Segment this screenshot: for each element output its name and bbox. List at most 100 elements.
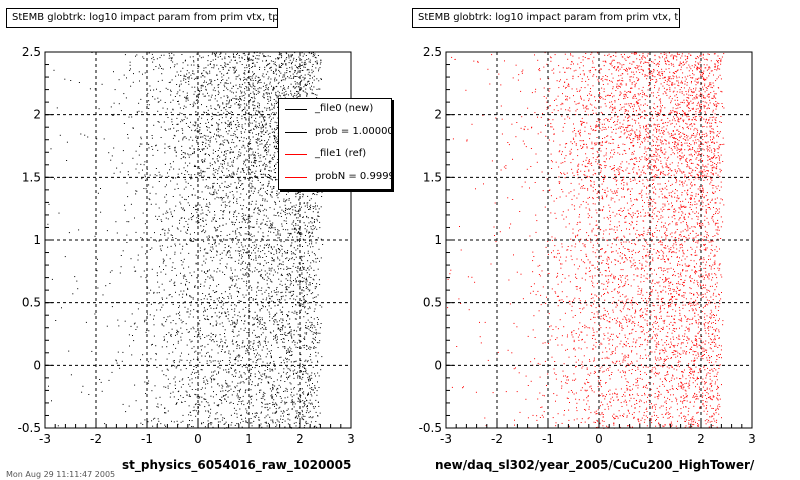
scatter-point xyxy=(241,320,242,322)
scatter-point xyxy=(287,250,289,252)
scatter-point xyxy=(217,405,219,407)
scatter-point xyxy=(283,220,285,222)
scatter-point xyxy=(258,133,260,134)
scatter-point xyxy=(205,295,206,297)
scatter-point xyxy=(250,418,252,419)
scatter-point xyxy=(274,138,276,140)
scatter-point xyxy=(280,54,282,56)
scatter-point xyxy=(307,267,309,269)
scatter-point xyxy=(100,188,101,189)
scatter-point xyxy=(263,328,265,330)
scatter-point xyxy=(199,126,201,128)
scatter-point xyxy=(247,350,249,351)
scatter-point xyxy=(300,89,302,90)
scatter-point xyxy=(94,88,96,90)
scatter-point xyxy=(246,272,248,274)
scatter-point xyxy=(263,56,265,58)
scatter-point xyxy=(157,121,159,122)
scatter-point xyxy=(283,76,285,78)
scatter-point xyxy=(221,58,223,60)
scatter-point xyxy=(306,92,308,94)
scatter-point xyxy=(244,78,246,80)
scatter-point xyxy=(293,214,295,216)
scatter-point xyxy=(274,227,276,229)
scatter-point xyxy=(290,208,291,210)
scatter-point xyxy=(233,202,234,204)
scatter-point xyxy=(171,118,173,120)
scatter-point xyxy=(291,351,293,353)
scatter-point xyxy=(196,130,198,132)
scatter-point xyxy=(276,324,278,326)
scatter-point xyxy=(225,82,227,84)
scatter-point xyxy=(188,282,190,284)
scatter-point xyxy=(266,130,268,132)
scatter-point xyxy=(244,54,246,56)
scatter-point xyxy=(262,219,264,221)
scatter-point xyxy=(289,351,290,353)
scatter-point xyxy=(273,399,275,401)
scatter-point xyxy=(256,360,258,362)
scatter-point xyxy=(212,325,214,327)
scatter-point xyxy=(252,177,253,179)
scatter-point xyxy=(155,193,157,195)
scatter-point xyxy=(155,240,157,242)
scatter-point xyxy=(285,402,287,404)
scatter-point xyxy=(225,105,227,107)
scatter-point xyxy=(290,92,292,94)
scatter-point xyxy=(273,253,275,255)
scatter-point xyxy=(225,53,227,55)
scatter-point xyxy=(211,422,213,424)
scatter-point xyxy=(284,332,286,334)
scatter-point xyxy=(292,209,294,211)
scatter-point xyxy=(262,199,264,201)
scatter-point xyxy=(246,289,248,291)
scatter-point xyxy=(258,112,260,114)
scatter-point xyxy=(81,391,83,393)
scatter-point xyxy=(163,289,165,291)
scatter-point xyxy=(307,360,309,362)
scatter-point xyxy=(114,89,116,91)
scatter-point xyxy=(271,85,272,87)
scatter-point xyxy=(226,371,228,373)
scatter-point xyxy=(236,216,238,218)
scatter-point xyxy=(203,67,205,69)
scatter-point xyxy=(301,411,303,413)
scatter-point xyxy=(201,72,203,74)
scatter-point xyxy=(273,301,274,303)
scatter-point xyxy=(269,56,271,57)
scatter-point xyxy=(206,360,208,362)
scatter-point xyxy=(212,290,214,292)
scatter-point xyxy=(265,336,267,338)
scatter-point xyxy=(251,183,253,185)
scatter-point xyxy=(215,413,217,415)
scatter-point xyxy=(182,275,184,277)
scatter-point xyxy=(287,351,289,353)
scatter-point xyxy=(208,334,210,336)
scatter-point xyxy=(187,229,188,231)
scatter-point xyxy=(266,192,267,194)
scatter-point xyxy=(189,147,191,149)
scatter-point xyxy=(280,66,282,68)
scatter-point xyxy=(260,223,262,225)
scatter-point xyxy=(224,351,226,353)
scatter-point xyxy=(276,179,278,181)
scatter-point xyxy=(216,250,218,252)
scatter-point xyxy=(198,116,200,118)
scatter-point xyxy=(267,276,269,278)
scatter-point xyxy=(277,327,279,329)
scatter-point xyxy=(237,360,239,362)
scatter-point xyxy=(227,185,229,187)
scatter-point xyxy=(302,193,304,195)
scatter-point xyxy=(220,143,222,145)
scatter-point xyxy=(124,204,126,206)
scatter-point xyxy=(276,288,277,290)
scatter-point xyxy=(227,251,229,253)
scatter-point xyxy=(265,365,267,367)
scatter-point xyxy=(295,372,297,374)
scatter-point xyxy=(227,391,229,393)
scatter-point xyxy=(229,402,231,404)
scatter-point xyxy=(252,101,254,103)
scatter-point xyxy=(183,105,185,107)
scatter-point xyxy=(160,250,162,252)
scatter-point xyxy=(82,385,84,387)
